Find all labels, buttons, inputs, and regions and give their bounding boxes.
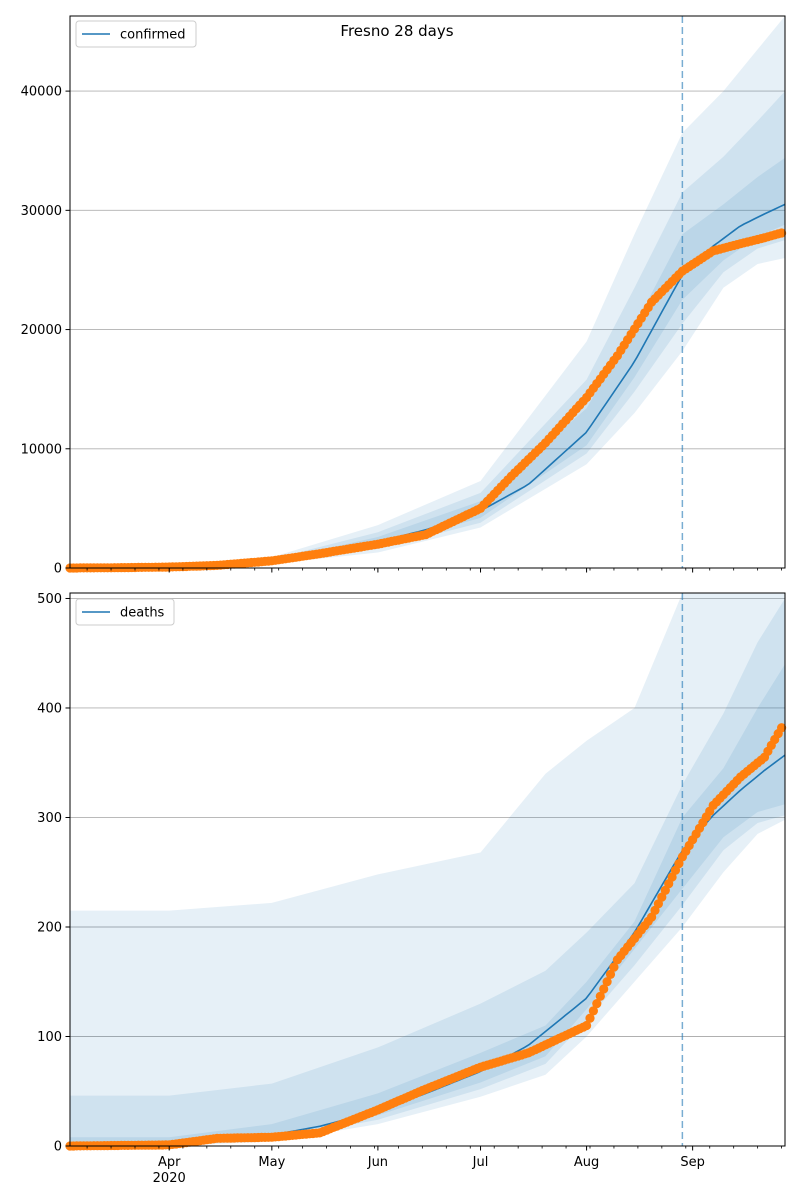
confidence-band-0 [70, 593, 785, 1146]
confidence-band-2 [70, 157, 785, 568]
x-tick-label: Apr [158, 1155, 181, 1170]
confirmed-x-axis [86, 568, 782, 573]
x-tick-label: Aug [574, 1155, 599, 1170]
y-tick-label: 300 [37, 811, 62, 826]
x-tick-label: 2020 [153, 1171, 186, 1186]
data-point [585, 1013, 595, 1023]
y-tick-label: 30000 [21, 204, 62, 219]
x-tick-label: May [258, 1155, 285, 1170]
data-point [602, 977, 612, 987]
legend-box [75, 598, 175, 626]
y-tick-label: 0 [54, 1140, 62, 1155]
confirmed-observed-points [65, 228, 787, 573]
deaths-plot-frame [69, 592, 786, 1147]
legend-box [75, 20, 197, 48]
confidence-band-1 [70, 598, 785, 1146]
y-tick-label: 100 [37, 1030, 62, 1045]
x-tick-label: Sep [680, 1155, 705, 1170]
data-point [599, 984, 609, 994]
legend-label-deaths: deaths [120, 606, 165, 621]
data-point [777, 228, 787, 238]
confirmed-legend: confirmed [75, 20, 197, 48]
deaths-y-axis: 0 100 200 300 400 500 [37, 592, 70, 1155]
confirmed-plot-frame [69, 15, 786, 569]
data-point [605, 969, 616, 980]
deaths-gridlines [70, 598, 785, 1037]
data-point [609, 962, 619, 972]
y-tick-label: 0 [54, 562, 62, 577]
y-tick-label: 20000 [21, 323, 62, 338]
y-tick-label: 40000 [21, 85, 62, 100]
data-point [595, 991, 605, 1001]
y-tick-label: 400 [37, 701, 62, 716]
deaths-legend: deaths [75, 598, 175, 626]
x-tick-label: Jun [367, 1155, 388, 1170]
data-point [588, 1006, 599, 1016]
confirmed-confidence-bands [70, 16, 785, 568]
data-point [777, 723, 787, 733]
data-point [582, 1020, 592, 1031]
deaths-confidence-bands [70, 593, 785, 1146]
data-point [592, 999, 602, 1009]
y-tick-label: 10000 [21, 442, 62, 457]
confirmed-gridlines [70, 90, 785, 450]
confirmed-y-axis: 0 10000 20000 30000 40000 [21, 85, 70, 577]
y-tick-label: 500 [37, 592, 62, 607]
x-tick-label: Jul [472, 1155, 489, 1170]
legend-label-confirmed: confirmed [120, 28, 186, 43]
confidence-band-1 [70, 91, 785, 568]
chart-title: Fresno 28 days [340, 22, 453, 40]
deaths-observed-points [65, 723, 787, 1151]
confidence-band-0 [70, 16, 785, 568]
confirmed-panel: 0 10000 20000 30000 40000 Fresno 28 days con… [21, 15, 787, 577]
y-tick-label: 200 [37, 920, 62, 935]
